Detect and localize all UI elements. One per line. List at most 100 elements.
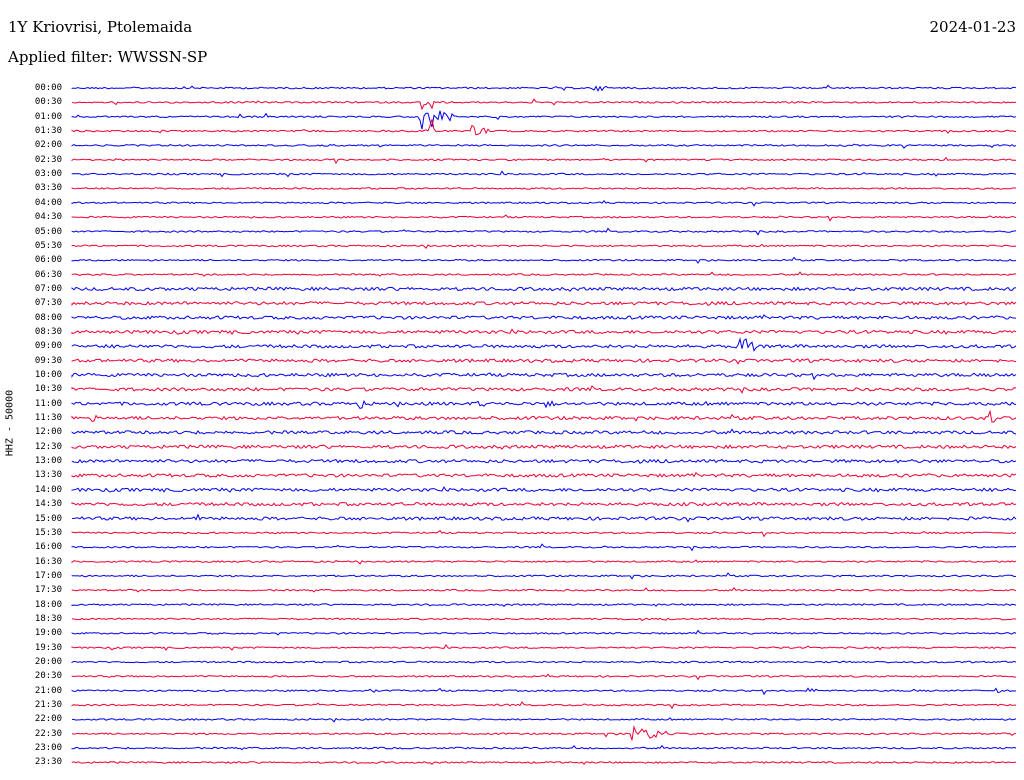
trace-line xyxy=(71,761,1017,765)
trace-line xyxy=(71,200,1017,207)
time-label: 10:30 xyxy=(34,384,62,395)
filter-label: Applied filter: WWSSN-SP xyxy=(8,48,208,66)
trace-line xyxy=(71,214,1017,222)
trace-line xyxy=(71,84,1017,92)
trace-line xyxy=(71,271,1017,277)
time-label: 19:00 xyxy=(34,628,62,639)
time-label: 08:30 xyxy=(34,326,62,337)
trace-line xyxy=(71,399,1017,409)
trace-line xyxy=(71,286,1017,292)
time-label: 17:00 xyxy=(34,570,62,581)
time-label: 21:30 xyxy=(34,700,62,711)
trace-line xyxy=(71,156,1017,165)
trace-line xyxy=(71,314,1016,320)
time-label: 19:30 xyxy=(34,642,62,653)
trace-line xyxy=(71,617,1017,622)
time-label: 04:00 xyxy=(34,197,62,208)
trace-line xyxy=(71,629,1017,636)
trace-line xyxy=(71,701,1017,710)
time-label: 13:00 xyxy=(34,456,62,467)
trace-line xyxy=(71,530,1017,538)
trace-line xyxy=(71,717,1017,723)
trace-line xyxy=(71,660,1017,664)
time-label: 22:00 xyxy=(34,714,62,725)
time-label: 02:00 xyxy=(34,140,62,151)
time-label: 22:30 xyxy=(34,728,62,739)
time-label: 15:00 xyxy=(34,513,62,524)
time-label: 09:30 xyxy=(34,355,62,366)
trace-line xyxy=(71,559,1017,565)
trace-line xyxy=(71,98,1017,111)
time-label: 01:00 xyxy=(34,111,62,122)
trace-line xyxy=(71,143,1017,149)
time-label: 14:30 xyxy=(34,499,62,510)
trace-line xyxy=(71,643,1017,651)
trace-line xyxy=(71,119,1017,136)
time-label: 15:30 xyxy=(34,527,62,538)
trace-line xyxy=(71,724,1017,741)
trace-line xyxy=(71,110,1017,130)
time-label: 11:00 xyxy=(34,398,62,409)
trace-line xyxy=(71,428,1017,435)
trace-line xyxy=(71,603,1017,607)
trace-line xyxy=(71,458,1017,464)
time-label: 07:00 xyxy=(34,283,62,294)
trace-line xyxy=(71,227,1017,236)
station-title: 1Y Kriovrisi, Ptolemaida xyxy=(8,18,193,36)
trace-line xyxy=(71,486,1017,493)
trace-line xyxy=(71,187,1016,190)
time-label: 02:30 xyxy=(34,154,62,165)
time-label: 14:00 xyxy=(34,484,62,495)
time-label: 05:30 xyxy=(34,240,62,251)
time-label: 03:30 xyxy=(34,183,62,194)
time-label: 18:00 xyxy=(34,599,62,610)
trace-line xyxy=(71,687,1017,696)
time-label: 06:00 xyxy=(34,255,62,266)
trace-line xyxy=(71,372,1017,381)
time-label: 05:00 xyxy=(34,226,62,237)
time-label: 11:30 xyxy=(34,413,62,424)
time-label: 16:00 xyxy=(34,542,62,553)
time-label: 12:30 xyxy=(34,441,62,452)
time-label: 18:30 xyxy=(34,613,62,624)
trace-line xyxy=(71,385,1017,394)
time-label: 00:30 xyxy=(34,97,62,108)
time-label: 17:30 xyxy=(34,585,62,596)
trace-line xyxy=(71,543,1017,552)
time-label: 08:00 xyxy=(34,312,62,323)
trace-line xyxy=(71,300,1017,307)
time-label: 23:30 xyxy=(34,757,62,768)
trace-line xyxy=(71,444,1017,450)
trace-line xyxy=(71,328,1017,336)
trace-line xyxy=(71,170,1017,178)
trace-line xyxy=(71,572,1017,580)
time-label: 04:30 xyxy=(34,212,62,223)
trace-line xyxy=(71,501,1017,507)
trace-line xyxy=(71,243,1017,249)
time-label: 21:00 xyxy=(34,685,62,696)
trace-line xyxy=(71,358,1017,365)
time-label: 07:30 xyxy=(34,298,62,309)
time-label: 20:30 xyxy=(34,671,62,682)
trace-line xyxy=(71,673,1017,681)
time-label: 16:30 xyxy=(34,556,62,567)
trace-line xyxy=(71,513,1017,523)
trace-line xyxy=(71,337,1017,352)
trace-line xyxy=(71,409,1017,423)
time-label: 20:00 xyxy=(34,657,62,667)
time-label: 00:00 xyxy=(34,83,62,93)
trace-line xyxy=(71,256,1017,264)
time-label: 12:00 xyxy=(34,427,62,438)
time-label: 10:00 xyxy=(34,370,62,380)
time-label: 09:00 xyxy=(34,341,62,352)
trace-line xyxy=(71,744,1017,751)
date-label: 2024-01-23 xyxy=(929,18,1016,36)
time-label: 13:30 xyxy=(34,470,62,481)
trace-line xyxy=(71,472,1017,478)
time-label: 03:00 xyxy=(34,169,62,180)
time-label: 06:30 xyxy=(34,269,62,280)
trace-line xyxy=(71,586,1017,593)
time-label: 23:00 xyxy=(34,743,62,754)
time-label: 01:30 xyxy=(34,126,62,137)
